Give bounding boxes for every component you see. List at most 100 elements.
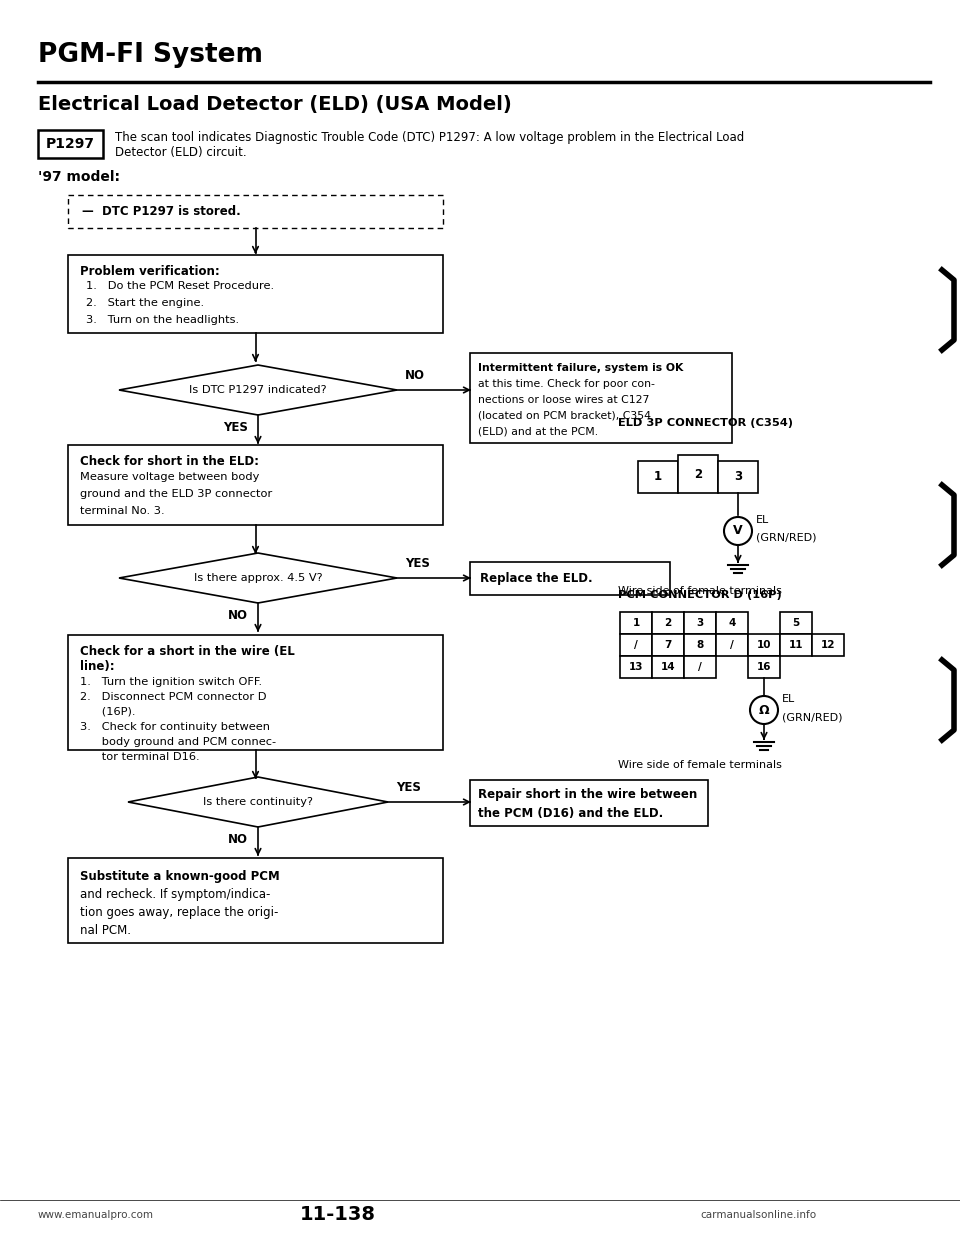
- Bar: [780, 633, 812, 656]
- Text: 13: 13: [629, 662, 643, 672]
- Text: 1.   Do the PCM Reset Procedure.: 1. Do the PCM Reset Procedure.: [86, 281, 275, 291]
- Bar: [684, 656, 716, 678]
- Text: and recheck. If symptom/indica-: and recheck. If symptom/indica-: [80, 888, 271, 900]
- Bar: [652, 612, 684, 633]
- Text: The scan tool indicates Diagnostic Trouble Code (DTC) P1297: A low voltage probl: The scan tool indicates Diagnostic Troub…: [115, 130, 744, 144]
- Text: '97 model:: '97 model:: [38, 170, 120, 184]
- Bar: [638, 461, 678, 493]
- Text: Ω: Ω: [758, 703, 769, 717]
- Text: Check for a short in the wire (EL: Check for a short in the wire (EL: [80, 645, 295, 658]
- Text: 7: 7: [664, 640, 672, 650]
- Bar: [684, 612, 716, 633]
- Bar: [812, 633, 844, 656]
- Text: Intermittent failure, system is OK: Intermittent failure, system is OK: [478, 363, 684, 373]
- Text: YES: YES: [396, 781, 420, 794]
- Bar: [620, 633, 652, 656]
- Text: 2: 2: [664, 619, 672, 628]
- Text: V: V: [733, 524, 743, 538]
- Bar: [716, 612, 748, 633]
- Bar: [652, 656, 684, 678]
- Text: Is there continuity?: Is there continuity?: [203, 797, 313, 807]
- Text: Repair short in the wire between: Repair short in the wire between: [478, 787, 697, 801]
- Text: Is there approx. 4.5 V?: Is there approx. 4.5 V?: [194, 573, 323, 582]
- Text: 11-138: 11-138: [300, 1206, 376, 1225]
- Text: tion goes away, replace the origi-: tion goes away, replace the origi-: [80, 905, 278, 919]
- Text: NO: NO: [405, 369, 425, 383]
- Text: PGM-FI System: PGM-FI System: [38, 42, 263, 68]
- Text: Detector (ELD) circuit.: Detector (ELD) circuit.: [115, 147, 247, 159]
- Bar: [716, 633, 748, 656]
- Bar: [780, 612, 812, 633]
- Text: Problem verification:: Problem verification:: [80, 265, 220, 278]
- Bar: [470, 353, 732, 443]
- Text: line):: line):: [80, 660, 114, 673]
- Text: carmanualsonline.info: carmanualsonline.info: [700, 1210, 816, 1220]
- Text: 8: 8: [696, 640, 704, 650]
- Bar: [620, 656, 652, 678]
- Bar: [470, 561, 670, 595]
- Text: 14: 14: [660, 662, 675, 672]
- Text: 10: 10: [756, 640, 771, 650]
- Text: 11: 11: [789, 640, 804, 650]
- Text: YES: YES: [223, 421, 248, 433]
- Text: (located on PCM bracket), C354: (located on PCM bracket), C354: [478, 411, 651, 421]
- Text: 2.   Disconnect PCM connector D: 2. Disconnect PCM connector D: [80, 692, 267, 702]
- Text: 16: 16: [756, 662, 771, 672]
- Bar: [620, 612, 652, 633]
- Text: the PCM (D16) and the ELD.: the PCM (D16) and the ELD.: [478, 807, 663, 820]
- Text: —  DTC P1297 is stored.: — DTC P1297 is stored.: [82, 205, 241, 219]
- Bar: [68, 858, 443, 943]
- Text: Wire side of female terminals: Wire side of female terminals: [618, 760, 781, 770]
- Bar: [68, 195, 443, 229]
- Text: 1.   Turn the ignition switch OFF.: 1. Turn the ignition switch OFF.: [80, 677, 262, 687]
- Text: nal PCM.: nal PCM.: [80, 924, 131, 936]
- Text: EL: EL: [782, 694, 795, 704]
- Text: NO: NO: [228, 609, 248, 622]
- Bar: [470, 780, 708, 826]
- Text: 2: 2: [694, 467, 702, 481]
- Text: 5: 5: [792, 619, 800, 628]
- Text: 3: 3: [696, 619, 704, 628]
- Text: ground and the ELD 3P connector: ground and the ELD 3P connector: [80, 489, 273, 499]
- Text: NO: NO: [228, 833, 248, 846]
- Text: Wire side of female terminals: Wire side of female terminals: [618, 586, 781, 596]
- Text: at this time. Check for poor con-: at this time. Check for poor con-: [478, 379, 655, 389]
- Text: 3.   Check for continuity between: 3. Check for continuity between: [80, 722, 270, 732]
- Bar: [68, 255, 443, 333]
- Text: (ELD) and at the PCM.: (ELD) and at the PCM.: [478, 427, 598, 437]
- Text: tor terminal D16.: tor terminal D16.: [80, 751, 200, 763]
- Text: 1: 1: [654, 471, 662, 483]
- Text: 4: 4: [729, 619, 735, 628]
- Polygon shape: [128, 777, 388, 827]
- Text: YES: YES: [405, 556, 430, 570]
- Bar: [718, 461, 758, 493]
- Text: EL: EL: [756, 515, 769, 525]
- Text: 2.   Start the engine.: 2. Start the engine.: [86, 298, 204, 308]
- Text: (GRN/RED): (GRN/RED): [782, 712, 843, 722]
- Bar: [748, 633, 780, 656]
- Text: ELD 3P CONNECTOR (C354): ELD 3P CONNECTOR (C354): [618, 419, 793, 428]
- Text: Electrical Load Detector (ELD) (USA Model): Electrical Load Detector (ELD) (USA Mode…: [38, 94, 512, 114]
- Text: Check for short in the ELD:: Check for short in the ELD:: [80, 455, 259, 468]
- Text: P1297: P1297: [46, 137, 95, 152]
- Text: nections or loose wires at C127: nections or loose wires at C127: [478, 395, 649, 405]
- Text: /: /: [635, 640, 637, 650]
- Text: www.emanualpro.com: www.emanualpro.com: [38, 1210, 154, 1220]
- Text: body ground and PCM connec-: body ground and PCM connec-: [80, 737, 276, 746]
- Text: /: /: [698, 662, 702, 672]
- Text: 3: 3: [734, 471, 742, 483]
- Text: 3.   Turn on the headlights.: 3. Turn on the headlights.: [86, 315, 239, 325]
- Bar: [684, 633, 716, 656]
- Text: Measure voltage between body: Measure voltage between body: [80, 472, 259, 482]
- Text: terminal No. 3.: terminal No. 3.: [80, 505, 164, 515]
- Polygon shape: [119, 365, 397, 415]
- Bar: [38, 130, 103, 158]
- Bar: [68, 635, 443, 750]
- Bar: [68, 445, 443, 525]
- Bar: [678, 455, 718, 493]
- Text: PCM CONNECTOR D (16P): PCM CONNECTOR D (16P): [618, 590, 781, 600]
- Text: Is DTC P1297 indicated?: Is DTC P1297 indicated?: [189, 385, 326, 395]
- Text: (16P).: (16P).: [80, 707, 135, 717]
- Bar: [652, 633, 684, 656]
- Bar: [748, 656, 780, 678]
